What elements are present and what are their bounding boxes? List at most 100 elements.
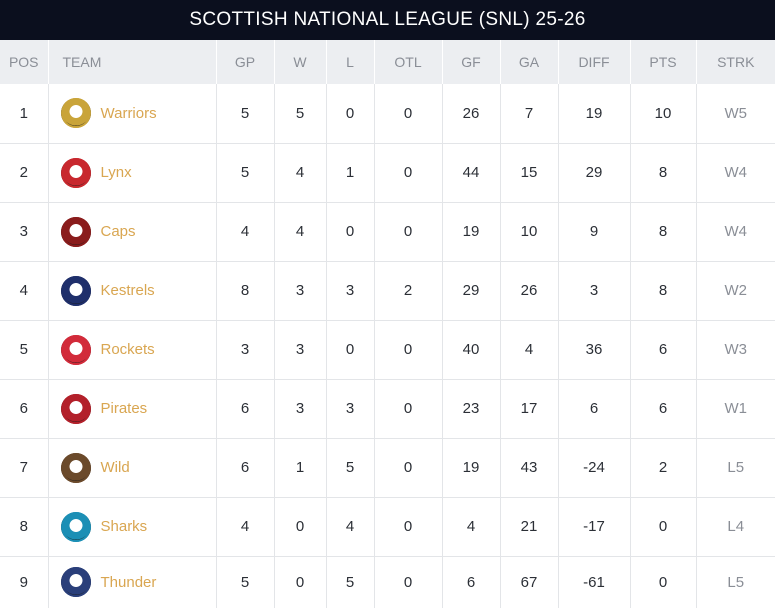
team-name[interactable]: Wild (100, 459, 130, 476)
capitals-logo-icon (60, 216, 91, 247)
cell-diff: 3 (557, 261, 630, 320)
cell-strk: W3 (695, 320, 775, 379)
cell-gf: 23 (441, 379, 500, 438)
header-w[interactable]: W (273, 40, 326, 84)
team-link[interactable]: Kestrels (60, 275, 216, 306)
cell-gf: 29 (441, 261, 500, 320)
team-link[interactable]: Sharks (60, 511, 216, 542)
cell-pos: 6 (19, 400, 28, 417)
cell-team: Rockets (47, 320, 216, 379)
cell-team: Thunder (47, 556, 216, 608)
cell-diff: -24 (557, 438, 630, 497)
team-link[interactable]: Rockets (60, 334, 216, 365)
header-strk[interactable]: STRK (695, 40, 775, 84)
cell-l: 0 (325, 320, 374, 379)
cell-diff: 6 (557, 379, 630, 438)
cell-otl: 0 (373, 202, 442, 261)
cell-w: 0 (273, 556, 326, 608)
cell-w: 5 (273, 84, 326, 143)
cell-ga: 4 (499, 320, 558, 379)
cell-w: 3 (273, 261, 326, 320)
cell-pos: 4 (19, 282, 28, 299)
cell-ga: 43 (499, 438, 558, 497)
cell-otl: 0 (373, 143, 442, 202)
team-name[interactable]: Warriors (100, 104, 157, 122)
cell-l: 0 (325, 202, 374, 261)
header-pts[interactable]: PTS (629, 40, 696, 84)
cell-diff: 29 (557, 143, 630, 202)
standings-table: POS TEAM GP W L OTL GF GA DIFF PTS STRK … (0, 40, 775, 608)
cell-strk: W1 (695, 379, 775, 438)
sharks-logo-icon (60, 511, 91, 542)
cell-team: Lynx (47, 143, 216, 202)
cell-pts: 0 (629, 497, 696, 556)
cell-pos: 5 (19, 341, 28, 358)
cell-team: Pirates (47, 379, 216, 438)
cell-gp: 6 (215, 438, 274, 497)
cell-pos: 7 (19, 459, 28, 476)
cell-gp: 5 (215, 84, 274, 143)
header-otl[interactable]: OTL (373, 40, 442, 84)
team-name[interactable]: Lynx (100, 164, 132, 181)
header-team[interactable]: TEAM (47, 40, 216, 84)
header-gp[interactable]: GP (215, 40, 274, 84)
cell-w: 4 (273, 202, 326, 261)
team-link[interactable]: Wild (60, 452, 216, 483)
cell-otl: 0 (373, 497, 442, 556)
cell-pts: 8 (629, 202, 696, 261)
cell-ga: 67 (499, 556, 558, 608)
team-name[interactable]: Sharks (100, 518, 148, 535)
cell-diff: 36 (557, 320, 630, 379)
cell-strk: W5 (695, 84, 775, 143)
cell-gp: 8 (215, 261, 274, 320)
cell-gp: 4 (215, 497, 274, 556)
team-name[interactable]: Caps (100, 223, 136, 240)
cell-l: 5 (325, 556, 374, 608)
cell-strk: L4 (695, 497, 775, 556)
cell-otl: 2 (373, 261, 442, 320)
cell-gf: 19 (441, 438, 500, 497)
cell-w: 0 (273, 497, 326, 556)
cell-pos: 8 (19, 518, 28, 535)
team-link[interactable]: Pirates (60, 393, 216, 424)
cell-w: 4 (273, 143, 326, 202)
team-name[interactable]: Pirates (100, 400, 148, 417)
pirates-logo-icon (60, 393, 91, 424)
cell-ga: 26 (499, 261, 558, 320)
table-row: 1 Warriors 5 5 0 0 26 7 19 10 W5 (0, 84, 775, 143)
team-link[interactable]: Caps (60, 216, 216, 247)
kestrels-logo-icon (60, 275, 91, 306)
team-link[interactable]: Thunder (60, 567, 216, 598)
cell-strk: L5 (695, 556, 775, 608)
team-name[interactable]: Kestrels (100, 282, 155, 299)
cell-otl: 0 (373, 320, 442, 379)
cell-ga: 17 (499, 379, 558, 438)
cell-pts: 6 (629, 320, 696, 379)
cell-strk: L5 (695, 438, 775, 497)
cell-w: 3 (273, 379, 326, 438)
cell-w: 3 (273, 320, 326, 379)
table-row: 7 Wild 6 1 5 0 19 43 -24 2 L5 (0, 438, 775, 497)
cell-pos: 3 (19, 223, 28, 240)
cell-gf: 40 (441, 320, 500, 379)
team-name[interactable]: Rockets (100, 341, 155, 358)
lynx-logo-icon (60, 157, 91, 188)
header-diff[interactable]: DIFF (557, 40, 630, 84)
table-row: 6 Pirates 6 3 3 0 23 17 6 6 W1 (0, 379, 775, 438)
rockets-logo-icon (60, 334, 91, 365)
header-l[interactable]: L (325, 40, 374, 84)
cell-strk: W2 (695, 261, 775, 320)
cell-l: 0 (325, 84, 374, 143)
cell-team: Caps (47, 202, 216, 261)
team-link[interactable]: Warriors (60, 98, 216, 129)
cell-team: Wild (47, 438, 216, 497)
team-name[interactable]: Thunder (100, 573, 157, 591)
table-row: 2 Lynx 5 4 1 0 44 15 29 8 W4 (0, 143, 775, 202)
cell-pts: 2 (629, 438, 696, 497)
team-link[interactable]: Lynx (60, 157, 216, 188)
header-pos[interactable]: POS (8, 54, 39, 70)
header-ga[interactable]: GA (499, 40, 558, 84)
header-gf[interactable]: GF (441, 40, 500, 84)
cell-pts: 8 (629, 261, 696, 320)
cell-pts: 10 (629, 84, 696, 143)
